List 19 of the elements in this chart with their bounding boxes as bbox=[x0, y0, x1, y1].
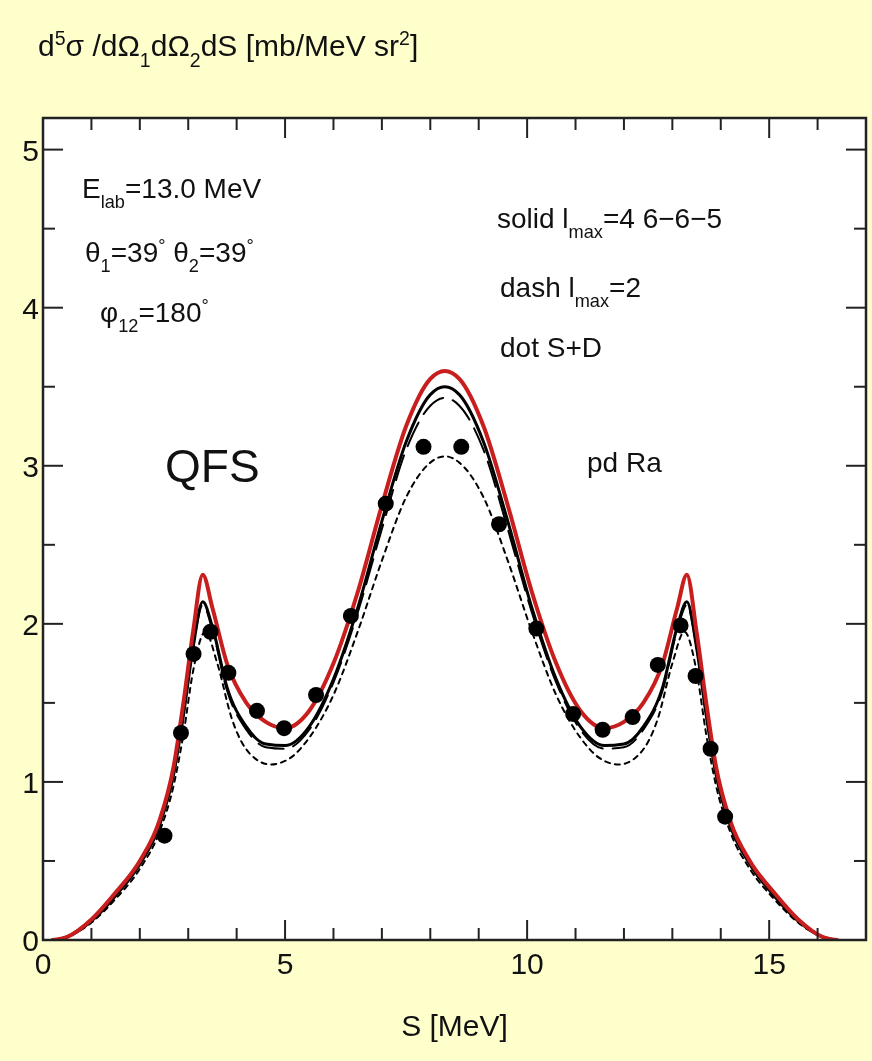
annotation: solid l$_{max}$=4 6−6−5 bbox=[497, 203, 723, 242]
annotation: dot S+D bbox=[500, 332, 602, 363]
y-tick-label: 1 bbox=[22, 765, 39, 799]
annotation: φ$_{12}$=180$^{°}$ bbox=[100, 296, 209, 336]
annotation: dash l$_{max}$=2 bbox=[500, 272, 642, 311]
annotation: QFS bbox=[165, 440, 260, 492]
x-tick-label: 5 bbox=[276, 947, 294, 980]
annotation: θ$_{1}$=39$^{°}$ θ$_{2}$=39$^{°}$ bbox=[85, 236, 254, 276]
y-tick-label: 0 bbox=[22, 924, 39, 957]
y-tick-label: 5 bbox=[22, 133, 39, 167]
y-tick-label: 2 bbox=[22, 607, 39, 641]
x-axis-title: S [MeV] bbox=[401, 1009, 508, 1042]
x-tick-label: 10 bbox=[510, 947, 544, 980]
y-tick-label: 3 bbox=[22, 449, 39, 483]
annotation: pd Ra bbox=[587, 447, 663, 478]
y-tick-label: 4 bbox=[22, 291, 39, 325]
x-tick-label: 15 bbox=[752, 947, 786, 980]
annotation: E$_{lab}$=13.0 MeV bbox=[82, 173, 262, 212]
text: d$^{5}$σ /dΩ$_{1}$dΩ$_{2}$dS [mb/MeV sr$^{2}$] bbox=[38, 27, 419, 71]
